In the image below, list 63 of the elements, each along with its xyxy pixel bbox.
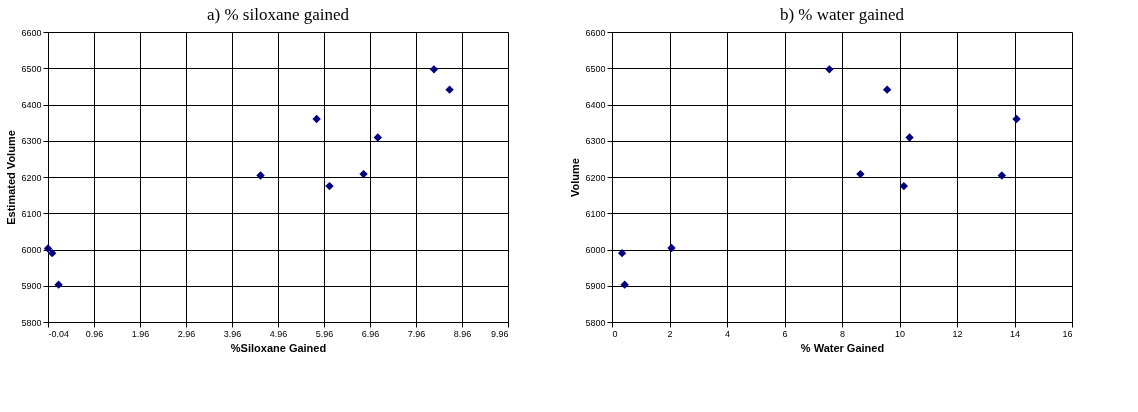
chart-title: a) % siloxane gained bbox=[206, 5, 350, 24]
x-tick-label: 16 bbox=[1062, 328, 1073, 339]
x-tick-label: 0.96 bbox=[85, 328, 104, 339]
y-tick-label: 6000 bbox=[21, 245, 42, 255]
point bbox=[620, 280, 629, 289]
y-axis-title: Volume bbox=[569, 158, 582, 197]
y-tick-label: 6300 bbox=[585, 136, 606, 147]
x-tick-label: 2 bbox=[667, 328, 673, 339]
point bbox=[445, 85, 454, 94]
x-tick-label: 3.96 bbox=[223, 328, 242, 339]
point bbox=[325, 181, 334, 191]
y-tick-label: 6600 bbox=[585, 27, 606, 38]
x-axis-title: % Water Gained bbox=[800, 341, 885, 354]
point bbox=[1012, 114, 1021, 124]
y-tick-label: 6600 bbox=[21, 27, 42, 38]
y-tick-label: 6500 bbox=[21, 63, 42, 74]
y-tick-label: 6100 bbox=[585, 208, 606, 219]
x-tick-label: 8 bbox=[839, 328, 846, 339]
y-tick-label: 6300 bbox=[21, 136, 42, 147]
x-tick-label: 5.96 bbox=[315, 328, 334, 339]
x-tick-label: 8.96 bbox=[453, 328, 472, 339]
point bbox=[899, 181, 908, 191]
x-tick-label: 9.96 bbox=[490, 328, 509, 339]
y-tick-label: 6400 bbox=[21, 100, 42, 110]
point bbox=[882, 85, 892, 94]
y-tick-label: 5900 bbox=[21, 281, 42, 292]
point bbox=[359, 169, 368, 179]
y-tick-label: 6500 bbox=[585, 63, 606, 74]
y-tick-label: 6000 bbox=[585, 245, 606, 255]
x-tick-label: 6.96 bbox=[361, 328, 380, 339]
x-tick-label: 14 bbox=[1009, 328, 1021, 339]
x-tick-label: 1.96 bbox=[131, 328, 150, 339]
point bbox=[825, 65, 834, 74]
y-tick-label: 6100 bbox=[21, 208, 42, 219]
x-tick-label: 2.96 bbox=[177, 328, 196, 339]
point bbox=[54, 280, 63, 289]
x-axis-title: %Siloxane Gained bbox=[230, 341, 327, 354]
point bbox=[312, 114, 321, 124]
x-tick-label: 6 bbox=[782, 328, 788, 339]
point bbox=[997, 171, 1007, 180]
point bbox=[905, 133, 914, 142]
y-tick-label: 6200 bbox=[585, 172, 606, 183]
point bbox=[667, 243, 676, 253]
point bbox=[617, 248, 627, 258]
point bbox=[256, 171, 265, 180]
point bbox=[47, 248, 57, 258]
y-tick-label: 6200 bbox=[21, 172, 42, 183]
x-tick-label: 12 bbox=[952, 328, 963, 339]
x-tick-label: 4.96 bbox=[269, 328, 288, 339]
point bbox=[429, 65, 439, 74]
point bbox=[373, 133, 382, 142]
x-tick-label: 4 bbox=[724, 328, 731, 339]
point bbox=[856, 169, 865, 179]
y-tick-label: 5800 bbox=[21, 317, 42, 328]
y-tick-label: 6400 bbox=[585, 100, 606, 110]
chart-title: b) % water gained bbox=[779, 5, 905, 24]
x-tick-label: 10 bbox=[894, 328, 906, 339]
y-axis-title: Estimated Volume bbox=[5, 130, 18, 225]
x-tick-label: 0 bbox=[612, 328, 618, 339]
y-tick-label: 5800 bbox=[585, 317, 606, 328]
x-tick-label: -0.04 bbox=[48, 328, 70, 339]
x-tick-label: 7.96 bbox=[407, 328, 426, 339]
y-tick-label: 5900 bbox=[585, 281, 606, 292]
